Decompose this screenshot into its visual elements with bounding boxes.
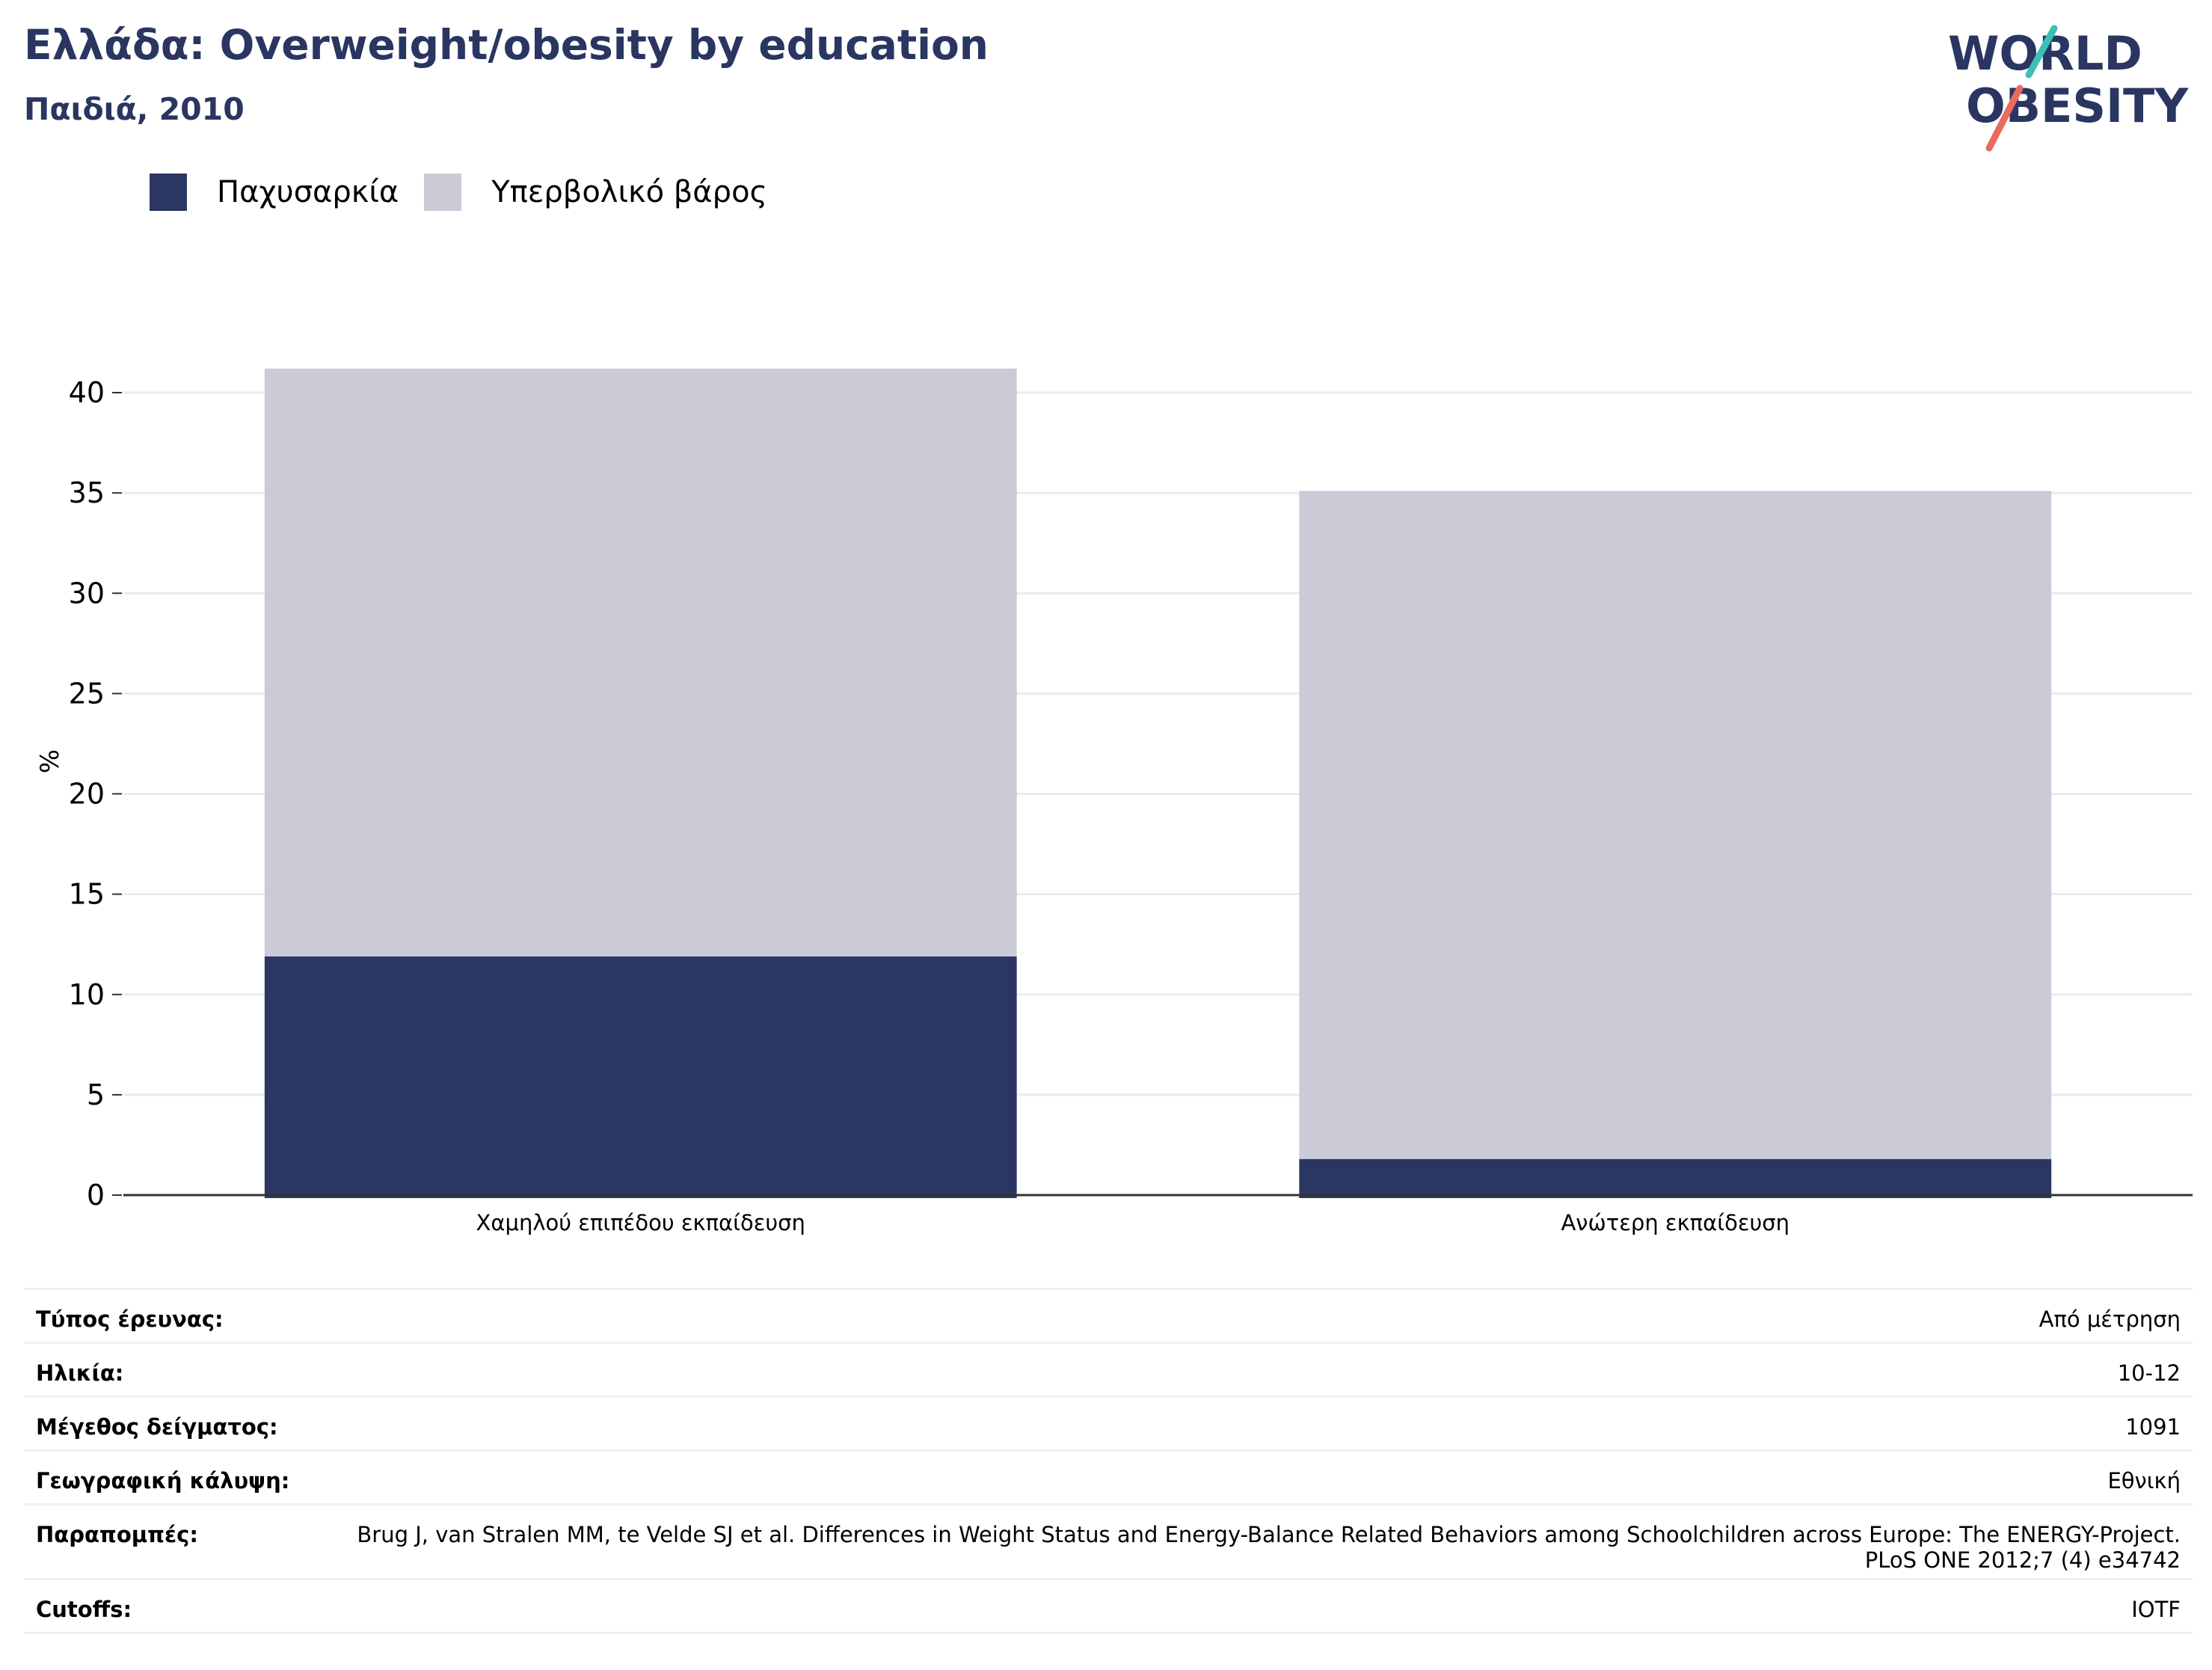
logo-text-world: WORLD [1948, 26, 2142, 81]
stacked-bar-chart: 0 5 10 15 20 25 30 35 40% Χαμηλού επιπέδου εκπαίδ… [35, 368, 2193, 1235]
info-row: Τύπος έρευνας: Από μέτρηση [24, 1288, 2193, 1343]
y-tick-label: 5 [87, 1078, 105, 1111]
info-row: Ηλικία: 10-12 [24, 1342, 2193, 1397]
info-value: 1091 [301, 1396, 2193, 1451]
chart-title: Ελλάδα: Overweight/obesity by education [24, 21, 989, 69]
legend-swatch-overweight [424, 174, 462, 211]
info-label: Τύπος έρευνας: [24, 1288, 302, 1343]
x-tick-label: Χαμηλού επιπέδου εκπαίδευση [476, 1210, 805, 1235]
bar-segment-obesity [1299, 1158, 2052, 1198]
bar-segment-obesity [264, 956, 1017, 1198]
y-axis-label: % [35, 749, 65, 773]
legend-item-overweight[interactable]: Υπερβολικό βάρος [424, 174, 767, 211]
info-row: Μέγεθος δείγματος: 1091 [24, 1396, 2193, 1451]
y-tick-label: 0 [87, 1179, 105, 1212]
info-value: Από μέτρηση [301, 1288, 2193, 1343]
info-label: Ηλικία: [24, 1342, 302, 1397]
bar-segment-overweight [1299, 491, 2052, 1159]
info-row: Γεωγραφική κάλυψη: Εθνική [24, 1449, 2193, 1505]
world-obesity-logo: WORLD OBESITY [1948, 25, 2189, 152]
y-tick-label: 25 [69, 677, 105, 710]
info-label: Γεωγραφική κάλυψη: [24, 1449, 302, 1505]
y-tick-label: 15 [69, 878, 105, 911]
info-value: Εθνική [301, 1449, 2193, 1505]
chart-subtitle: Παιδιά, 2010 [24, 91, 245, 127]
bar-segment-overweight [264, 368, 1017, 957]
info-label: Παραπομπές: [24, 1503, 302, 1580]
legend-label-obesity: Παχυσαρκία [217, 175, 399, 209]
logo-teal-stroke [2025, 25, 2058, 79]
legend-item-obesity[interactable]: Παχυσαρκία [150, 174, 399, 211]
y-tick-label: 10 [69, 978, 105, 1011]
y-tick-label: 30 [69, 577, 105, 610]
y-tick-label: 40 [69, 376, 105, 409]
info-row: Παραπομπές: Brug J, van Stralen MM, te Ve… [24, 1503, 2193, 1580]
info-value: IOTF [301, 1578, 2193, 1634]
info-label: Cutoffs: [24, 1578, 302, 1634]
legend-label-overweight: Υπερβολικό βάρος [491, 175, 768, 209]
x-tick-label: Ανώτερη εκπαίδευση [1561, 1210, 1789, 1235]
survey-info-table: Τύπος έρευνας: Από μέτρηση Ηλικία: 10-12 Μέγ… [24, 1288, 2193, 1634]
y-tick-label: 35 [69, 476, 105, 509]
info-label: Μέγεθος δείγματος: [24, 1396, 302, 1451]
info-value: Brug J, van Stralen MM, te Velde SJ et a… [301, 1503, 2193, 1580]
legend: Παχυσαρκία Υπερβολικό βάρος [150, 172, 793, 212]
info-row: Cutoffs: IOTF [24, 1578, 2193, 1634]
legend-swatch-obesity [150, 174, 187, 211]
logo-coral-stroke [1985, 85, 2024, 152]
y-tick-label: 20 [69, 778, 105, 811]
info-value: 10-12 [301, 1342, 2193, 1397]
